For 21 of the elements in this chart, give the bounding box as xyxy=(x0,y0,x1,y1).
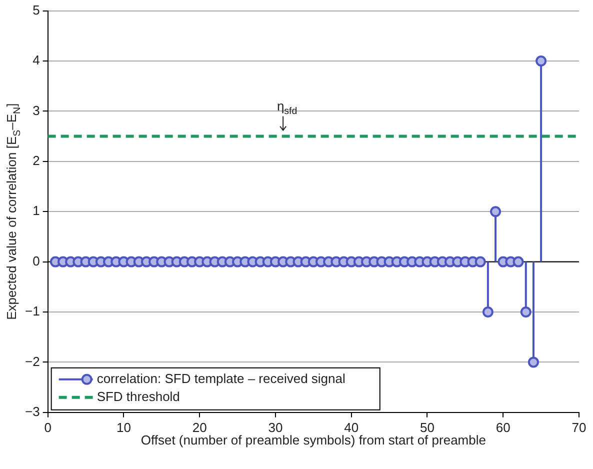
y-tick-label: 5 xyxy=(32,2,40,18)
x-tick-label: 60 xyxy=(496,420,510,435)
legend-label: correlation: SFD template – received signal xyxy=(96,370,346,386)
y-tick-label: 3 xyxy=(32,102,40,118)
x-tick-label: 40 xyxy=(344,420,359,435)
legend-label: SFD threshold xyxy=(96,388,180,404)
y-tick-label: 2 xyxy=(32,152,40,168)
y-tick-label: −2 xyxy=(24,354,40,369)
y-tick-label: −3 xyxy=(24,404,40,419)
x-tick-label: 0 xyxy=(44,420,52,435)
y-tick-label: 1 xyxy=(32,203,40,218)
x-tick-label: 50 xyxy=(420,420,434,435)
y-tick-label: −1 xyxy=(24,304,40,319)
x-axis-title: Offset (number of preamble symbols) from start of preamble xyxy=(140,432,486,448)
y-axis-title: Expected value of correlation [ES–EN] xyxy=(4,103,23,320)
x-tick-label: 10 xyxy=(116,420,131,435)
y-tick-label: 0 xyxy=(32,253,40,268)
y-tick-label: 4 xyxy=(32,52,40,68)
x-tick-label: 70 xyxy=(572,420,586,435)
x-tick-label: 20 xyxy=(192,420,207,435)
x-tick-label: 30 xyxy=(268,420,283,435)
